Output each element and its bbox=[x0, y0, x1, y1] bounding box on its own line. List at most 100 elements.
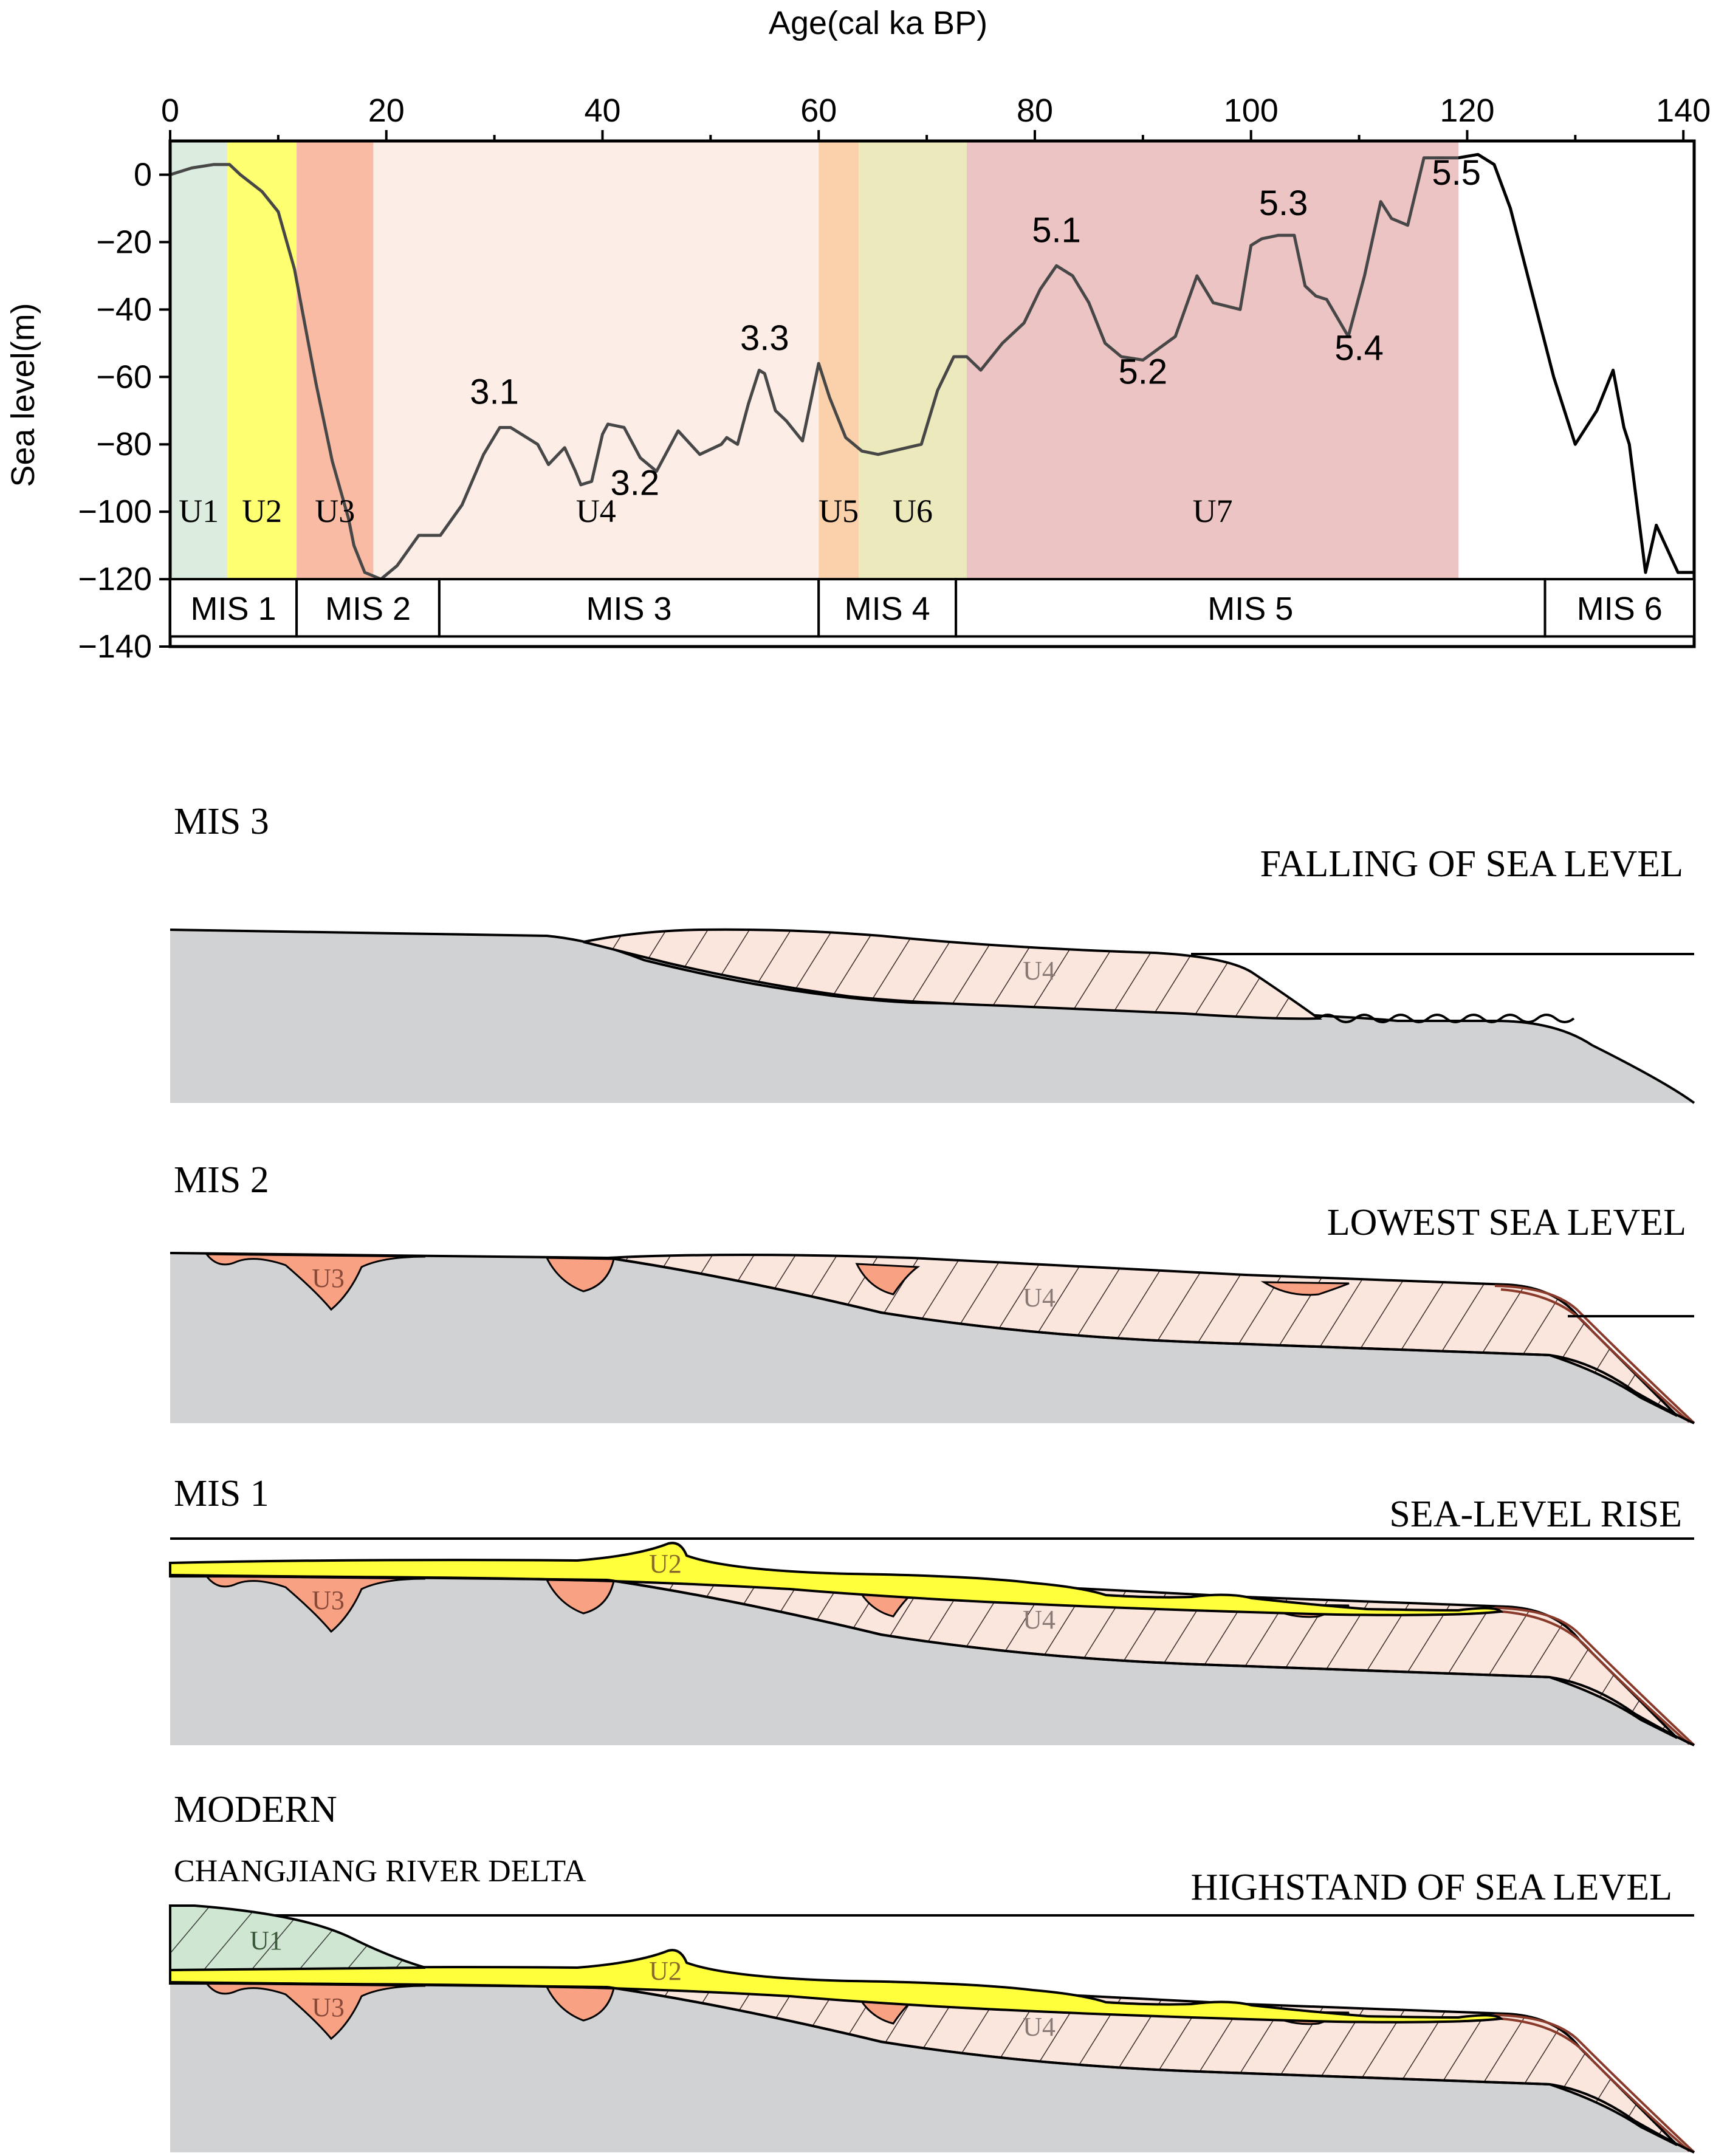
unit-label-u7: U7 bbox=[1193, 493, 1233, 529]
mis-stage-box bbox=[169, 578, 298, 638]
slope-lines bbox=[1500, 1288, 1691, 1423]
u1-delta-wedge bbox=[169, 1904, 426, 1972]
unit-band-u5 bbox=[819, 141, 859, 580]
x-tick-label: 60 bbox=[800, 92, 837, 129]
x-tick-label: 0 bbox=[161, 92, 179, 129]
x-tick-label: 140 bbox=[1656, 92, 1711, 129]
unit-label-u4: U4 bbox=[576, 493, 616, 529]
x-tick-label: 120 bbox=[1440, 92, 1494, 129]
x-axis-ticks: 0 20 40 60 80 100 120 140 bbox=[161, 92, 1711, 141]
peak-label-3-2: 3.2 bbox=[611, 463, 660, 503]
y-axis-label: Sea level(m) bbox=[5, 303, 41, 487]
peak-labels: 3.1 3.2 3.3 5.1 5.2 5.3 5.4 5.5 bbox=[470, 153, 1481, 503]
mis-stage-label: MIS 5 bbox=[1207, 591, 1293, 627]
peak-label-5-3: 5.3 bbox=[1259, 184, 1308, 223]
x-tick-label: 100 bbox=[1224, 92, 1279, 129]
plot-frame bbox=[168, 139, 1696, 648]
sea-level-line bbox=[170, 153, 1694, 581]
basement bbox=[170, 930, 1694, 1103]
panel-title: MODERN bbox=[174, 1789, 337, 1830]
unit-label-u1: U1 bbox=[179, 493, 219, 529]
x-tick-label: 40 bbox=[584, 92, 620, 129]
unit-label-u3: U3 bbox=[312, 1263, 345, 1293]
panel-caption: HIGHSTAND OF SEA LEVEL bbox=[1191, 1867, 1672, 1908]
y-tick-label: −60 bbox=[96, 359, 152, 395]
u2-transgressive-layer bbox=[169, 1542, 1504, 1616]
mis-stage-box bbox=[1543, 578, 1695, 638]
basement bbox=[170, 1253, 1694, 1423]
unit-label-u2: U2 bbox=[649, 1549, 682, 1579]
unit-label-u3: U3 bbox=[312, 1993, 345, 2022]
unit-band-u2 bbox=[227, 141, 297, 580]
basement-surface bbox=[170, 1574, 608, 1581]
y-axis-ticks: 0 −20 −40 −60 −80 −100 −120 −140 bbox=[78, 141, 172, 665]
y-tick-label: −140 bbox=[78, 628, 152, 665]
y-tick-label: −20 bbox=[96, 224, 152, 260]
unit-label-u6: U6 bbox=[893, 493, 933, 529]
basement-surface bbox=[607, 1257, 1695, 1424]
panel-mis1: MIS 1 SEA-LEVEL RISE U2 U3 U4 bbox=[169, 1473, 1695, 1746]
u4-wedge bbox=[583, 928, 1322, 1020]
u3-valley-fill bbox=[855, 1263, 921, 1296]
basement bbox=[170, 1575, 1694, 1745]
unit-label-u2: U2 bbox=[242, 493, 282, 529]
x-axis-label: Age(cal ka BP) bbox=[769, 5, 987, 41]
y-tick-label: −80 bbox=[96, 426, 152, 462]
unit-label-u5: U5 bbox=[819, 493, 859, 529]
unit-labels: U1 U2 U3 U4 U5 U6 U7 bbox=[179, 493, 1232, 529]
panel-title: MIS 1 bbox=[174, 1473, 269, 1514]
unit-label-u3: U3 bbox=[312, 1585, 345, 1615]
unit-label-u2: U2 bbox=[649, 1956, 682, 1986]
panel-title: MIS 3 bbox=[174, 801, 269, 842]
shelf-edge-wave bbox=[1317, 1014, 1575, 1023]
panel-mis2: MIS 2 LOWEST SEA LEVEL U3 U4 bbox=[170, 1159, 1695, 1424]
mis-stage-box bbox=[955, 578, 1547, 638]
mis-stage-box bbox=[438, 578, 820, 638]
slope-lines bbox=[1494, 2014, 1695, 2154]
basement bbox=[170, 1982, 1694, 2152]
u3-valley-fill bbox=[204, 1575, 426, 1633]
basement-surface bbox=[607, 1579, 1695, 1746]
basement-surface bbox=[607, 1986, 1695, 2154]
u2-transgressive-layer bbox=[169, 1949, 1504, 2024]
y-tick-label: −40 bbox=[96, 291, 152, 328]
slope-lines bbox=[1500, 2017, 1691, 2152]
unit-band-u1 bbox=[170, 141, 228, 580]
u3-valley-fill bbox=[545, 1579, 615, 1615]
band-shade bbox=[170, 141, 1459, 580]
mis-stage-label: MIS 6 bbox=[1577, 591, 1663, 627]
u3-valley-fill bbox=[204, 1253, 426, 1311]
unit-band-u4 bbox=[373, 141, 819, 580]
y-tick-label: −100 bbox=[78, 493, 152, 530]
panel-subtitle: CHANGJIANG RIVER DELTA bbox=[174, 1854, 586, 1889]
y-tick-label: −120 bbox=[78, 561, 152, 597]
unit-label-u4: U4 bbox=[1023, 1283, 1056, 1313]
x-tick-label: 80 bbox=[1017, 92, 1053, 129]
mis-stage-row: MIS 1 MIS 2 MIS 3 MIS 4 MIS 5 MIS 6 bbox=[169, 578, 1695, 638]
peak-label-5-4: 5.4 bbox=[1334, 329, 1384, 368]
unit-label-u3: U3 bbox=[315, 493, 355, 529]
peak-label-5-1: 5.1 bbox=[1032, 210, 1081, 250]
panel-caption: FALLING OF SEA LEVEL bbox=[1260, 843, 1683, 885]
u3-valley-fill bbox=[545, 1257, 615, 1293]
panel-caption: LOWEST SEA LEVEL bbox=[1327, 1202, 1686, 1243]
unit-label-u4: U4 bbox=[1023, 1605, 1056, 1635]
unit-label-u4: U4 bbox=[1023, 956, 1056, 986]
panel-caption: SEA-LEVEL RISE bbox=[1389, 1494, 1682, 1535]
u3-valley-fill bbox=[1260, 1281, 1350, 1296]
mis-stage-label: MIS 4 bbox=[845, 591, 930, 627]
slope-lines bbox=[1494, 1285, 1695, 1424]
basement-surface bbox=[170, 1981, 608, 1988]
peak-label-3-3: 3.3 bbox=[740, 318, 789, 358]
panel-mis3: MIS 3 FALLING OF SEA LEVEL U4 bbox=[170, 801, 1695, 1104]
u3-valley-fill bbox=[204, 1982, 426, 2041]
unit-label-u1: U1 bbox=[250, 1926, 283, 1955]
sea-level-chart: Age(cal ka BP) Sea level(m) 0 20 40 60 80 100… bbox=[5, 5, 1711, 665]
unit-band-u6 bbox=[859, 141, 967, 580]
y-tick-label: 0 bbox=[134, 156, 152, 193]
peak-label-5-5: 5.5 bbox=[1432, 153, 1481, 193]
slope-lines bbox=[1500, 1610, 1691, 1745]
mis-stage-label: MIS 3 bbox=[586, 591, 672, 627]
slope-lines bbox=[1494, 1607, 1695, 1746]
basement-surface bbox=[170, 1252, 608, 1259]
